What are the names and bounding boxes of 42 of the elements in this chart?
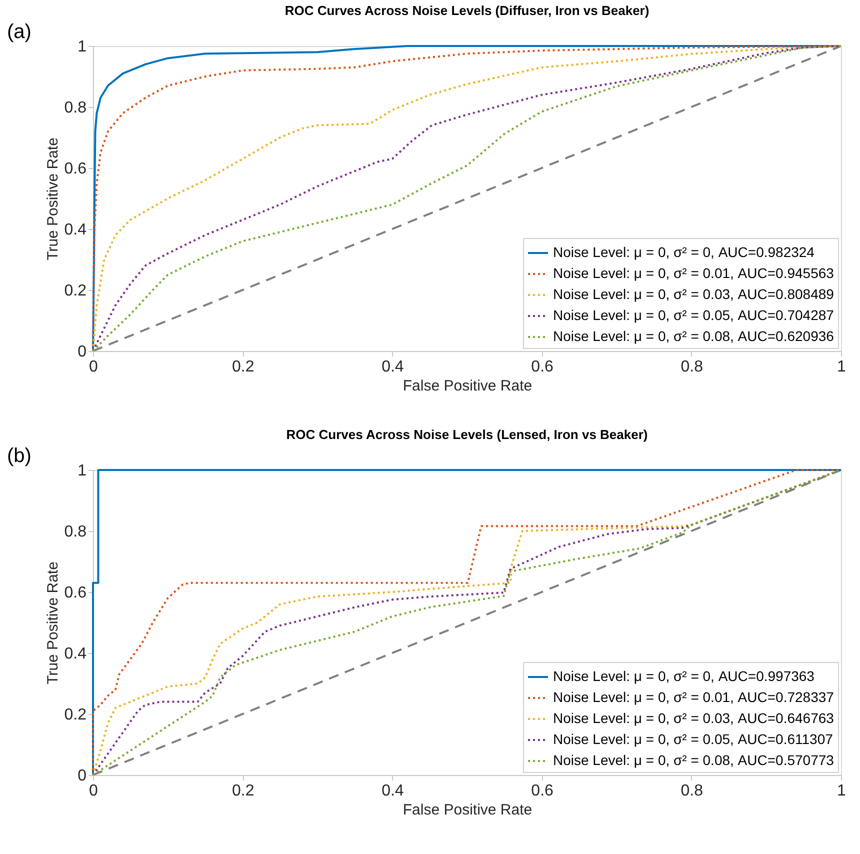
x-axis-title: False Positive Rate bbox=[402, 378, 532, 394]
x-tick-label: 0.2 bbox=[232, 358, 254, 376]
x-tick-label: 1 bbox=[837, 358, 846, 376]
y-tick-label: 1 bbox=[78, 462, 87, 480]
legend-label: Noise Level: μ = 0, σ² = 0.08, AUC=0.570773 bbox=[553, 752, 834, 768]
y-tick-label: 0.8 bbox=[64, 100, 87, 116]
y-tick-label: 0.4 bbox=[64, 646, 87, 662]
legend-label: Noise Level: μ = 0, σ² = 0.05, AUC=0.611307 bbox=[553, 731, 834, 747]
x-tick-label: 0.6 bbox=[531, 782, 554, 800]
x-tick-label: 0 bbox=[89, 358, 98, 376]
x-tick-label: 0.2 bbox=[232, 782, 254, 800]
legend-label: Noise Level: μ = 0, σ² = 0.08, AUC=0.620936 bbox=[553, 328, 834, 344]
y-tick-label: 0.2 bbox=[64, 282, 87, 300]
legend-label: Noise Level: μ = 0, σ² = 0.01, AUC=0.728337 bbox=[553, 689, 834, 705]
x-tick-label: 0.6 bbox=[531, 358, 554, 376]
y-tick-label: 0.6 bbox=[64, 584, 87, 602]
legend-label: Noise Level: μ = 0, σ² = 0.01, AUC=0.945563 bbox=[553, 265, 834, 281]
y-axis-title: True Positive Rate bbox=[44, 138, 62, 260]
y-tick-label: 1 bbox=[78, 38, 87, 56]
legend-label: Noise Level: μ = 0, σ² = 0.05, AUC=0.704287 bbox=[553, 307, 834, 323]
x-tick-label: 0 bbox=[89, 782, 98, 800]
legend-label: Noise Level: μ = 0, σ² = 0.03, AUC=0.646763 bbox=[553, 710, 834, 726]
text: (b) bbox=[7, 445, 32, 467]
x-tick-label: 0.8 bbox=[680, 782, 704, 800]
legend-label: Noise Level: μ = 0, σ² = 0, AUC=0.982324 bbox=[553, 244, 815, 260]
legend-label: Noise Level: μ = 0, σ² = 0.03, AUC=0.808489 bbox=[553, 286, 834, 302]
chart-title: ROC Curves Across Noise Levels (Diffuser, Iron vs Beaker) bbox=[284, 3, 650, 18]
x-tick-label: 0.8 bbox=[680, 358, 704, 376]
y-axis-title: True Positive Rate bbox=[44, 562, 62, 684]
chart-title: ROC Curves Across Noise Levels (Lensed, Iron vs Beaker) bbox=[286, 427, 648, 442]
x-tick-label: 0.4 bbox=[382, 782, 404, 800]
text: (a) bbox=[7, 21, 32, 43]
x-tick-label: 1 bbox=[837, 782, 846, 800]
y-tick-label: 0 bbox=[78, 344, 87, 360]
y-tick-label: 0.2 bbox=[64, 706, 87, 724]
y-tick-label: 0.4 bbox=[64, 222, 87, 238]
y-tick-label: 0.8 bbox=[64, 524, 87, 540]
x-axis-title: False Positive Rate bbox=[402, 802, 532, 818]
y-tick-label: 0.6 bbox=[64, 160, 87, 178]
legend-label: Noise Level: μ = 0, σ² = 0, AUC=0.997363 bbox=[553, 668, 815, 684]
y-tick-label: 0 bbox=[78, 768, 87, 784]
x-tick-label: 0.4 bbox=[382, 358, 404, 376]
